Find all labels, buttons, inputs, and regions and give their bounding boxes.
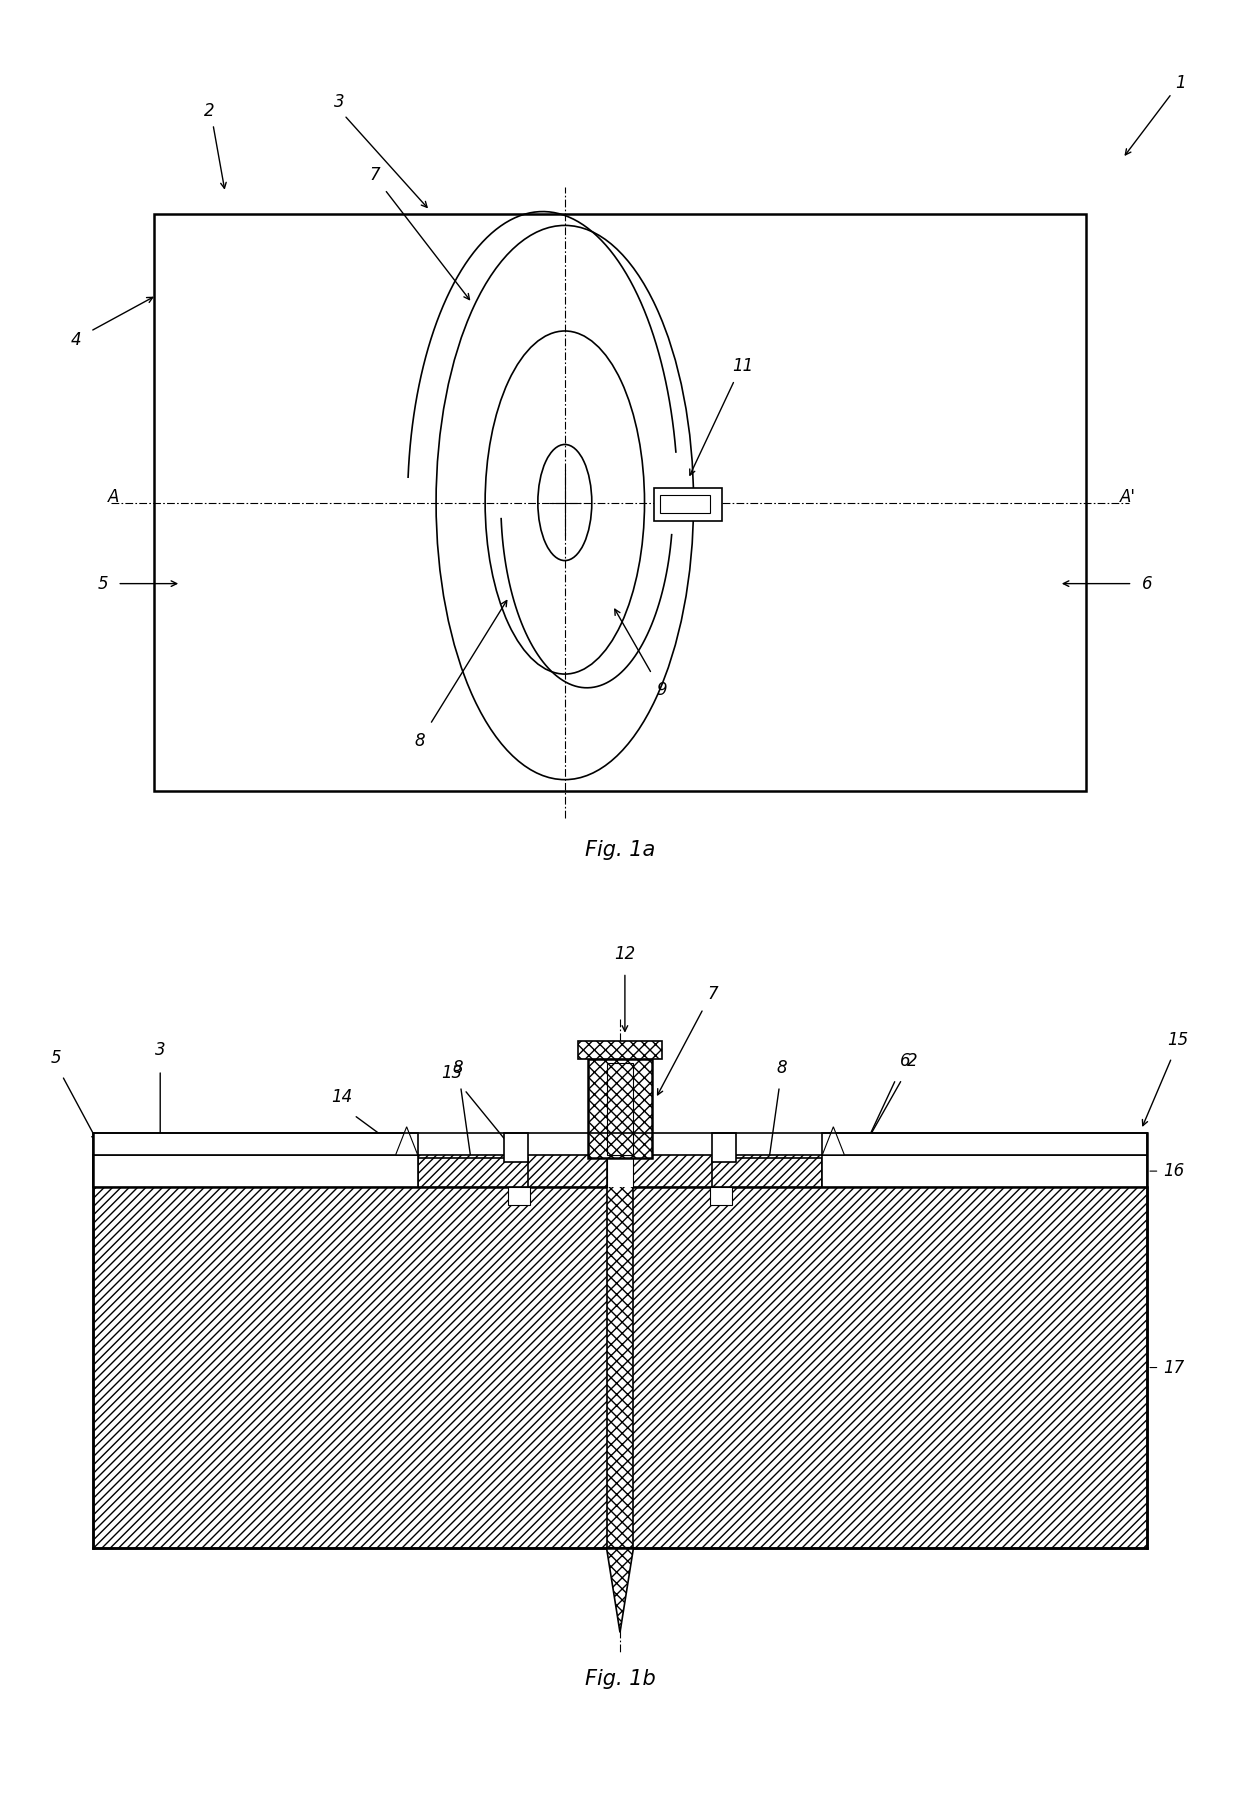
Text: 17: 17	[1163, 1358, 1184, 1377]
Polygon shape	[396, 1126, 418, 1155]
Text: 3: 3	[334, 93, 345, 111]
Bar	[588, 1059, 652, 1159]
Text: 7: 7	[370, 165, 381, 183]
Text: Fig. 1b: Fig. 1b	[584, 1669, 656, 1689]
Bar	[822, 1155, 1147, 1188]
Text: 14: 14	[331, 1088, 352, 1106]
Text: 16: 16	[1163, 1162, 1184, 1180]
Bar	[418, 1159, 528, 1188]
Text: 10: 10	[526, 1340, 547, 1358]
Text: 10: 10	[713, 1340, 735, 1358]
Text: 11: 11	[754, 1340, 775, 1358]
Text: A: A	[108, 489, 120, 507]
Bar	[93, 1133, 418, 1155]
Text: Fig. 1a: Fig. 1a	[585, 841, 655, 861]
Text: 8: 8	[776, 1059, 787, 1077]
Polygon shape	[606, 1547, 634, 1633]
Text: 4: 4	[164, 1413, 174, 1431]
Text: 5: 5	[97, 574, 108, 592]
Bar	[154, 214, 1086, 790]
Text: 3: 3	[155, 1041, 165, 1059]
Bar	[712, 1159, 822, 1188]
Text: 2: 2	[906, 1051, 918, 1070]
Polygon shape	[822, 1126, 844, 1155]
Bar	[712, 1133, 737, 1162]
Text: A': A'	[1120, 489, 1136, 507]
Bar	[93, 1188, 1147, 1547]
Text: 5: 5	[51, 1048, 61, 1066]
Text: 4: 4	[71, 331, 81, 349]
Text: 11: 11	[733, 356, 754, 374]
Bar	[822, 1133, 1147, 1155]
Text: 9: 9	[686, 1340, 697, 1358]
Text: 15: 15	[1167, 1030, 1188, 1048]
Text: 13: 13	[441, 1064, 463, 1082]
Bar	[661, 496, 709, 514]
Bar	[93, 1155, 418, 1188]
Bar	[93, 1155, 1147, 1188]
Bar	[606, 1140, 634, 1547]
Text: 9: 9	[498, 1340, 508, 1358]
Bar	[709, 1188, 732, 1206]
Text: 8: 8	[415, 732, 425, 750]
Bar	[578, 1041, 662, 1059]
Bar	[655, 489, 722, 521]
Text: 9: 9	[656, 681, 667, 699]
Text: 12: 12	[614, 946, 636, 964]
Text: 7: 7	[708, 984, 718, 1002]
Text: 6: 6	[900, 1051, 911, 1070]
Bar	[606, 1159, 634, 1188]
Bar	[606, 1062, 634, 1155]
Text: 8: 8	[453, 1059, 464, 1077]
Bar	[508, 1188, 531, 1206]
Text: 6: 6	[1142, 574, 1152, 592]
Text: 1: 1	[1176, 74, 1185, 91]
Bar	[503, 1133, 528, 1162]
Text: 2: 2	[203, 102, 215, 120]
